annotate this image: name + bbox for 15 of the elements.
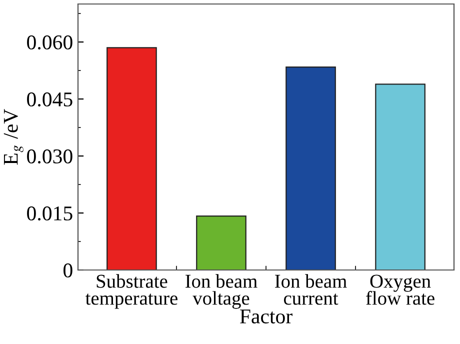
x-tick-label: Substrate temperature (85, 274, 178, 309)
y-axis-title: E$_{g}$ /eV (4, 109, 24, 165)
bar (106, 47, 157, 270)
x-tick-label: Ion beam current (275, 274, 347, 305)
bar (196, 215, 246, 270)
y-tick-label: 0.060 (27, 35, 72, 50)
y-tick-label: 0.015 (27, 206, 72, 221)
x-axis-title: Factor (240, 310, 292, 324)
x-tick-label: Oxygen flow rate (366, 274, 434, 305)
y-tick-label: 0.030 (27, 149, 72, 164)
y-tick-label: 0 (64, 263, 72, 278)
x-tick-label: Ion beam voltage (185, 274, 258, 309)
bar (375, 84, 426, 270)
bar (286, 66, 336, 270)
y-tick-label: 0.045 (27, 92, 72, 107)
